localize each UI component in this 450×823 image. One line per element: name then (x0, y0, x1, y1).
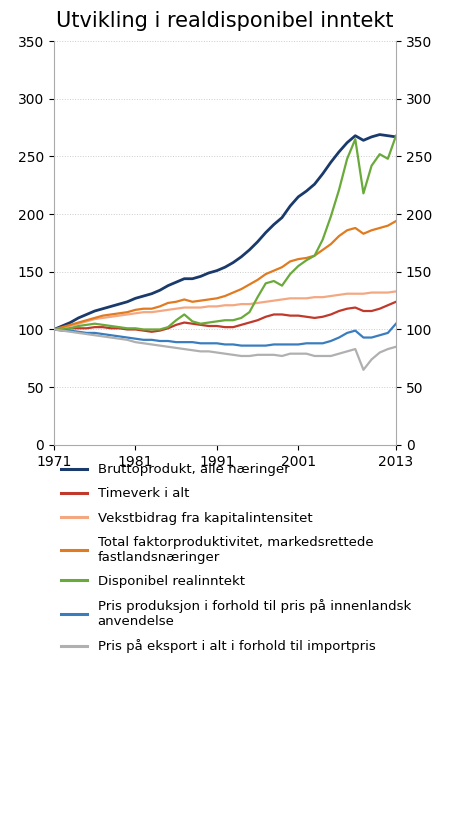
Legend: Bruttoprodukt, alle næringer, Timeverk i alt, Vekstbidrag fra kapitalintensitet,: Bruttoprodukt, alle næringer, Timeverk i… (61, 463, 411, 653)
Title: Utvikling i realdisponibel inntekt: Utvikling i realdisponibel inntekt (56, 12, 394, 31)
